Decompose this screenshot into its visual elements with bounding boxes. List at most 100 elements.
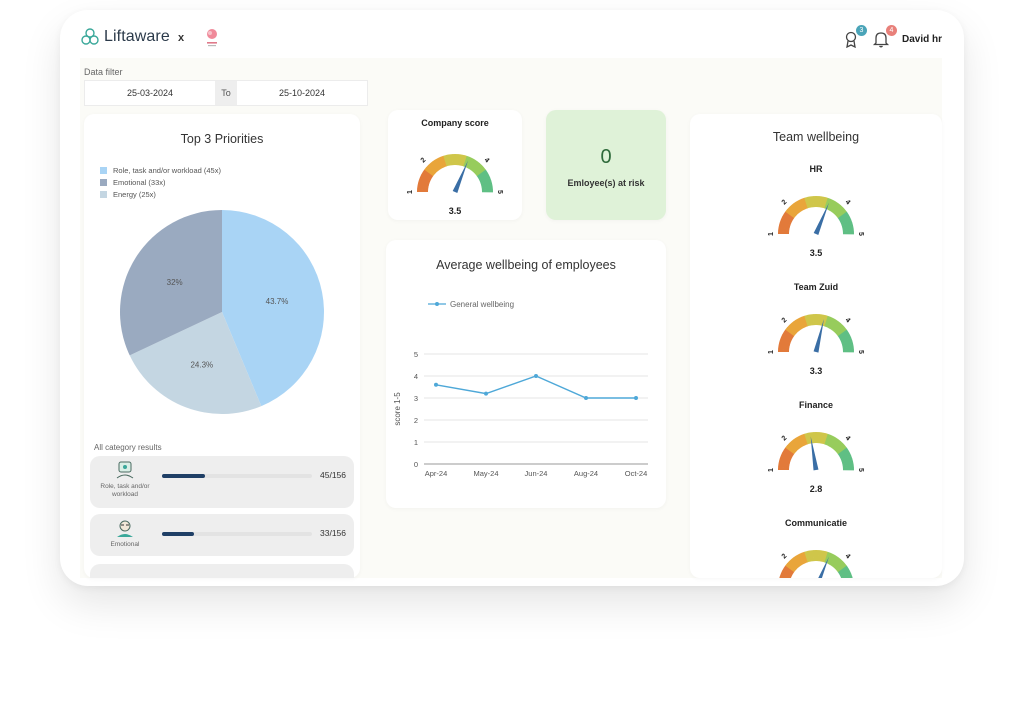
brand-logo[interactable]: Liftaware xyxy=(80,27,170,47)
gauge-arc-segment xyxy=(831,321,841,332)
notifications-button[interactable]: 4 xyxy=(872,25,897,48)
gauge-arc-segment xyxy=(796,199,804,211)
gauge-arc-segment xyxy=(479,177,492,184)
gauge-arc-segment xyxy=(835,325,846,335)
gauge-arc-segment xyxy=(810,314,815,326)
gauge-arc-segment xyxy=(839,332,851,340)
gauge-arc-segment xyxy=(785,563,796,573)
liftaware-logo-icon xyxy=(81,28,99,45)
data-point[interactable] xyxy=(584,396,588,400)
category-row-partial xyxy=(90,564,354,578)
gauge-arc-segment xyxy=(840,452,852,460)
gauge-tick-label: 1 xyxy=(407,190,414,194)
user-menu[interactable]: David hr xyxy=(901,33,942,45)
gauge-arc-segment xyxy=(780,452,793,460)
gauge-arc-segment xyxy=(839,450,851,458)
gauge-arc-segment xyxy=(837,211,849,221)
gauge-tick-label: 5 xyxy=(496,190,503,194)
pie-legend: Role, task and/or workload (45x) Emotion… xyxy=(100,164,221,200)
data-point[interactable] xyxy=(634,396,638,400)
gauge-arc-segment xyxy=(828,200,837,212)
team-gauge-team-zuid[interactable]: Team Zuid 1 2 4 5 3.3 xyxy=(690,278,942,396)
date-to-input[interactable]: 25-10-2024 xyxy=(278,88,326,98)
team-gauge-finance[interactable]: Finance 1 2 4 5 2.8 xyxy=(690,396,942,514)
priorities-panel: Top 3 Priorities Role, task and/or workl… xyxy=(84,114,360,578)
gauge-arc-segment xyxy=(833,441,844,452)
pie-slice[interactable] xyxy=(129,312,262,414)
gauge-arc-segment xyxy=(479,174,491,182)
data-point[interactable] xyxy=(434,382,438,387)
gauge-arc-segment xyxy=(818,550,823,562)
gauge-tick-label: 2 xyxy=(781,317,789,325)
gauge-arc-segment xyxy=(779,219,792,226)
gauge-arc-segment xyxy=(842,346,854,351)
gauge-arc-segment xyxy=(833,205,844,216)
gauge-arc-segment xyxy=(810,196,815,208)
date-from-input[interactable]: 25-03-2024 xyxy=(126,88,174,98)
gauge-tick-label: 5 xyxy=(857,232,864,236)
priorities-title: Top 3 Priorities xyxy=(180,132,264,146)
gauge-arc-segment xyxy=(796,435,804,447)
category-progress-fill xyxy=(162,532,194,536)
gauge-arc-segment xyxy=(836,327,847,337)
gauge-needle xyxy=(813,318,824,353)
gauge-tick-label: 4 xyxy=(844,553,852,561)
y-tick-label: 5 xyxy=(414,350,418,359)
gauge-needle xyxy=(810,436,819,471)
gauge-arc-segment xyxy=(426,164,437,175)
team-name: Team Zuid xyxy=(793,282,839,292)
gauge-arc-segment xyxy=(449,154,454,166)
gauge-arc-segment xyxy=(440,155,447,168)
gauge-arc-segment xyxy=(481,189,493,193)
y-tick-label: 0 xyxy=(414,460,418,469)
gauge-arc-segment xyxy=(804,432,810,445)
risk-count: 0 xyxy=(600,146,612,168)
gauge-needle xyxy=(813,202,830,235)
gauge-arc-segment xyxy=(837,329,849,339)
series-line-general-wellbeing xyxy=(435,375,636,399)
gauge-arc-segment xyxy=(793,437,803,449)
gauge-arc-segment xyxy=(824,315,831,328)
team-score-value: 2.8 xyxy=(809,484,823,494)
category-row-emotional[interactable]: Emotional 33/156 xyxy=(90,514,354,556)
team-gauge-hr[interactable]: HR 1 2 4 5 3.5 xyxy=(690,160,942,278)
gauge-arc-segment xyxy=(798,198,806,210)
team-gauge-communicatie[interactable]: Communicatie 1 2 4 5 xyxy=(690,514,942,578)
gauge-arc-segment xyxy=(783,329,795,338)
category-count: 33/156 xyxy=(320,528,346,538)
gauge-arc-segment xyxy=(820,432,826,444)
gauge-arc-segment xyxy=(846,576,853,578)
pie-slice[interactable] xyxy=(119,210,222,356)
data-point[interactable] xyxy=(484,391,488,396)
legend-label: Emotional (33x) xyxy=(113,177,166,187)
gauge-arc-segment xyxy=(778,227,790,232)
gauge-arc-segment xyxy=(836,563,847,573)
gauge-arc-segment xyxy=(779,457,791,464)
gauge-tick-label: 4 xyxy=(844,435,852,443)
gauge-arc-segment xyxy=(778,224,790,230)
gauge-arc-segment xyxy=(828,436,837,448)
gauge-arc-segment xyxy=(801,315,808,328)
legend-item: Energy (25x) xyxy=(100,188,221,200)
awards-button[interactable]: 3 xyxy=(842,25,867,49)
gauge-arc-segment xyxy=(842,231,854,235)
gauge-arc-segment xyxy=(813,196,817,208)
gauge-arc-segment xyxy=(801,197,808,210)
gauge-arc-segment xyxy=(842,467,854,471)
category-row-workload[interactable]: Role, task and/or workload 45/156 xyxy=(90,456,354,508)
legend-swatch xyxy=(100,190,107,198)
data-point[interactable] xyxy=(534,374,538,378)
gauge-arc-segment xyxy=(780,570,793,578)
gauge-arc-segment xyxy=(818,196,823,208)
gauge-arc-segment xyxy=(840,573,853,578)
gauge-arc-segment xyxy=(804,196,810,209)
gauge-arc-segment xyxy=(779,337,792,344)
gauge-arc-segment xyxy=(796,317,804,329)
legend-marker xyxy=(435,302,439,306)
gauge-arc-segment xyxy=(424,167,435,177)
employees-at-risk-card[interactable]: 0 Emloyee(s) at risk xyxy=(546,110,666,220)
gauge-arc-segment xyxy=(459,154,465,166)
gauge-arc-segment xyxy=(822,197,829,209)
pie-slice[interactable] xyxy=(222,210,325,407)
y-tick-label: 4 xyxy=(414,372,418,381)
